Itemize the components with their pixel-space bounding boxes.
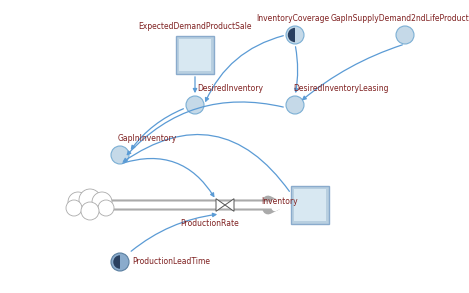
Wedge shape bbox=[113, 255, 120, 269]
Text: GapInSupplyDemand2ndLifeProduct: GapInSupplyDemand2ndLifeProduct bbox=[331, 14, 469, 23]
Text: ProductionLeadTime: ProductionLeadTime bbox=[132, 258, 210, 267]
FancyBboxPatch shape bbox=[291, 186, 329, 224]
Circle shape bbox=[68, 192, 88, 212]
Circle shape bbox=[111, 146, 129, 164]
FancyBboxPatch shape bbox=[179, 39, 211, 71]
Wedge shape bbox=[288, 28, 295, 42]
Polygon shape bbox=[216, 199, 225, 211]
Circle shape bbox=[111, 253, 129, 271]
Text: Inventory: Inventory bbox=[261, 197, 298, 206]
Circle shape bbox=[396, 26, 414, 44]
Polygon shape bbox=[225, 199, 234, 211]
Circle shape bbox=[186, 96, 204, 114]
Text: InventoryCoverage: InventoryCoverage bbox=[257, 14, 330, 23]
FancyBboxPatch shape bbox=[176, 36, 214, 74]
Text: GapInInventory: GapInInventory bbox=[118, 134, 177, 143]
Circle shape bbox=[286, 26, 304, 44]
Text: DesiredInventoryLeasing: DesiredInventoryLeasing bbox=[293, 84, 388, 93]
Circle shape bbox=[81, 202, 99, 220]
Text: DesiredInventory: DesiredInventory bbox=[197, 84, 263, 93]
Text: ProductionRate: ProductionRate bbox=[181, 219, 239, 228]
FancyBboxPatch shape bbox=[294, 189, 326, 221]
Circle shape bbox=[66, 200, 82, 216]
Circle shape bbox=[98, 200, 114, 216]
Circle shape bbox=[92, 192, 112, 212]
Text: ExpectedDemandProductSale: ExpectedDemandProductSale bbox=[138, 22, 252, 31]
Circle shape bbox=[79, 189, 101, 211]
Circle shape bbox=[286, 96, 304, 114]
